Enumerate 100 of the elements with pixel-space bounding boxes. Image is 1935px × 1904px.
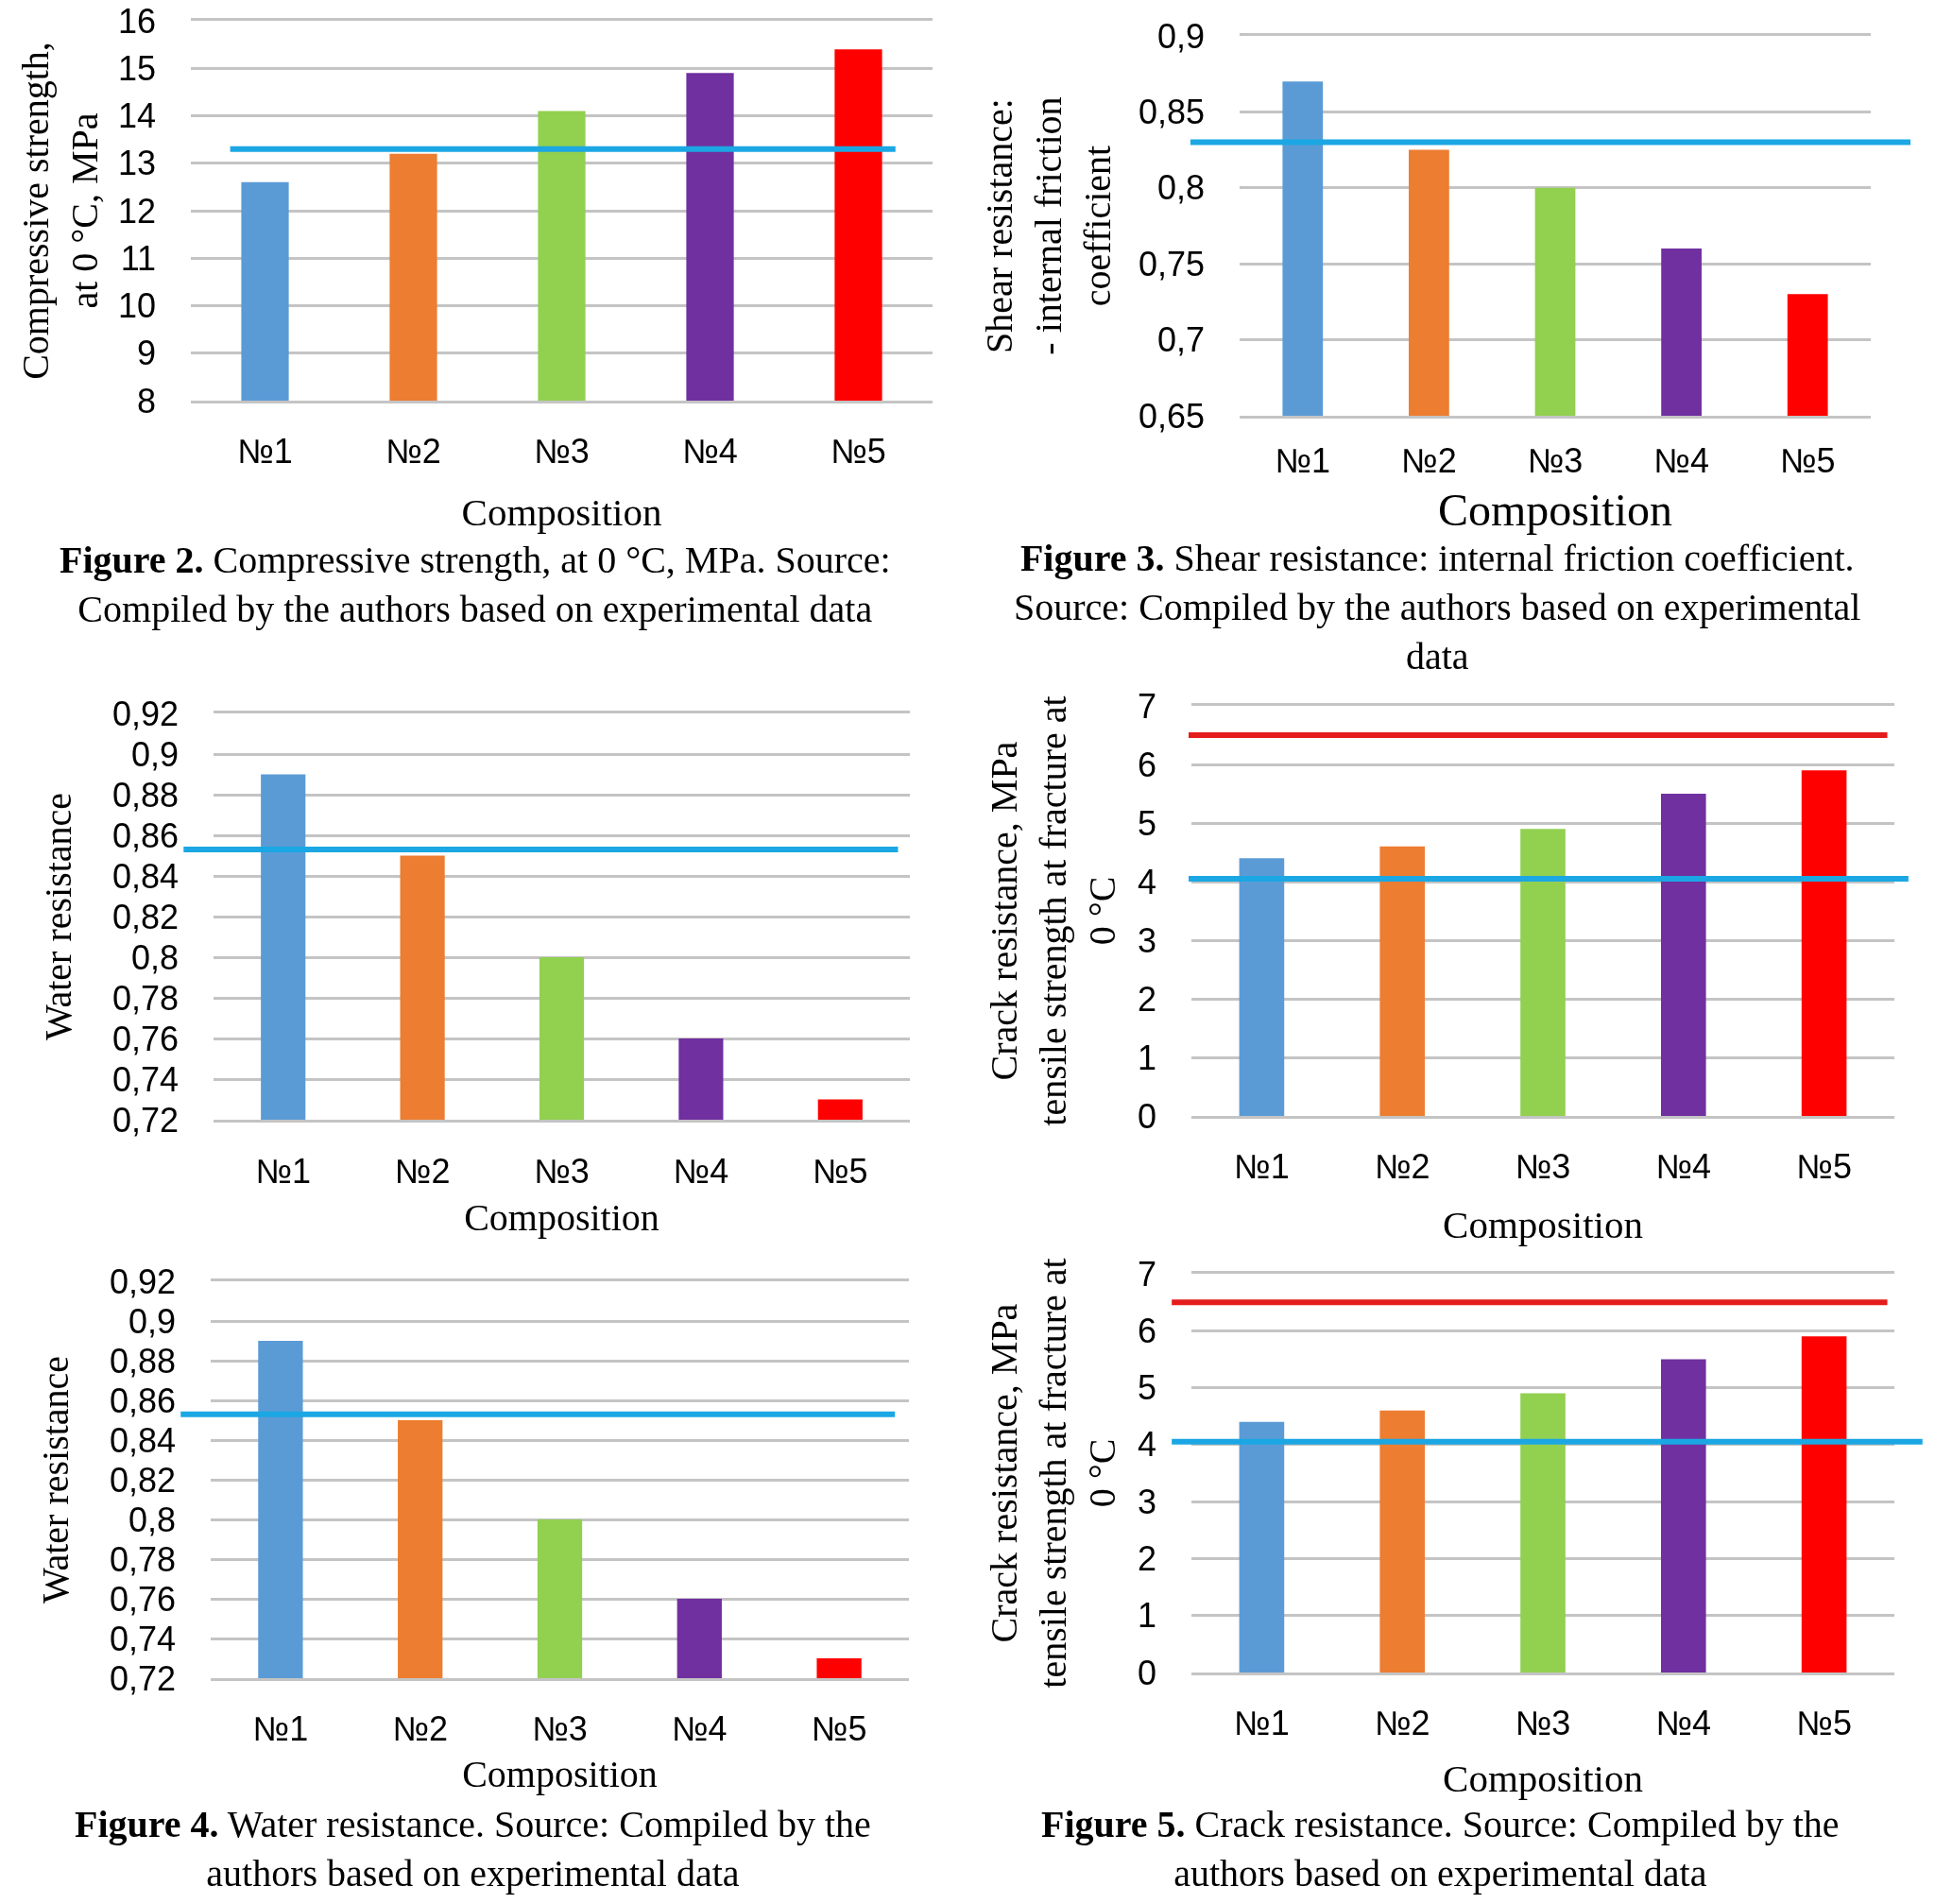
caption: Figure 4. Water resistance. Source: Compiled by the authors based on experimental data	[75, 1803, 871, 1895]
bar	[1660, 1359, 1706, 1672]
x-tick-label: №3	[1515, 1704, 1571, 1743]
y-tick-label: 0,84	[109, 1420, 176, 1460]
y-tick-label: 0,78	[111, 978, 179, 1018]
y-tick-label: 0,7	[1156, 320, 1205, 360]
y-tick-label: 0,86	[111, 815, 179, 855]
y-tick-label: 4	[1137, 862, 1156, 901]
y-axis-title: Compressive strength, at 0 °C, MPa	[14, 42, 107, 380]
y-tick-label: 0,92	[111, 694, 179, 733]
x-axis-title: Composition	[464, 1195, 659, 1239]
y-tick-label: 5	[1137, 803, 1156, 843]
bar	[1660, 794, 1706, 1116]
y-tick-label: 0,88	[109, 1341, 176, 1381]
x-tick-label: №5	[812, 1152, 868, 1192]
y-tick-label: 0	[1137, 1096, 1156, 1136]
y-tick-label: 0,88	[111, 775, 179, 815]
x-axis-title: Composition	[462, 1752, 658, 1795]
x-tick-label: №4	[682, 432, 738, 472]
y-tick-label: 0	[1137, 1653, 1156, 1692]
y-tick-label: 0,8	[1156, 168, 1205, 208]
x-tick-label: №5	[1779, 441, 1836, 481]
y-tick-label: 0,76	[109, 1579, 176, 1619]
y-tick-label: 2	[1137, 979, 1156, 1019]
x-tick-label: №5	[831, 432, 886, 472]
y-tick-label: 0,74	[111, 1059, 179, 1099]
y-tick-label: 13	[117, 144, 156, 183]
y-tick-label: 10	[117, 286, 156, 326]
y-tick-label: 12	[117, 191, 156, 231]
y-tick-label: 5	[1137, 1368, 1156, 1408]
y-tick-label: 3	[1137, 920, 1156, 960]
y-tick-label: 0,75	[1138, 244, 1205, 283]
x-tick-label: №1	[1234, 1704, 1290, 1743]
y-tick-label: 1	[1137, 1596, 1156, 1636]
y-tick-label: 16	[117, 1, 156, 41]
y-axis-title: Shear resistance: - internal friction coefficient	[978, 96, 1120, 355]
y-tick-label: 0,72	[109, 1658, 176, 1698]
y-axis-title: Water resistance	[37, 792, 80, 1041]
x-tick-label: №1	[255, 1152, 312, 1192]
x-tick-label: №4	[1655, 1704, 1712, 1743]
y-tick-label: 11	[120, 238, 156, 278]
y-tick-label: 6	[1137, 745, 1156, 784]
x-tick-label: №3	[1527, 441, 1584, 481]
y-tick-label: 0,8	[128, 1500, 176, 1539]
x-tick-label: №5	[811, 1709, 867, 1749]
bar	[1379, 1410, 1426, 1672]
y-tick-label: 0,92	[109, 1261, 176, 1301]
y-tick-label: 0,76	[111, 1019, 179, 1058]
y-tick-label: 0,78	[109, 1539, 176, 1579]
bar	[1239, 1421, 1285, 1672]
x-tick-label: №2	[1374, 1147, 1430, 1187]
y-tick-label: 7	[1137, 1254, 1156, 1294]
x-tick-label: №3	[534, 432, 590, 472]
y-tick-label: 9	[136, 334, 156, 373]
x-tick-label: №3	[1515, 1147, 1571, 1187]
bar	[1801, 1336, 1847, 1672]
y-tick-label: 0,82	[109, 1460, 176, 1500]
bar	[1801, 770, 1847, 1116]
y-tick-label: 6	[1137, 1311, 1156, 1350]
x-axis-title: Composition	[1443, 1203, 1643, 1247]
x-axis-title: Composition	[1443, 1757, 1643, 1801]
x-tick-label: №5	[1796, 1704, 1852, 1743]
y-tick-label: 0,9	[128, 1301, 176, 1341]
y-axis-title: Crack resistance, MPa tensile strength at fracture at 0 °C	[983, 695, 1124, 1126]
x-tick-label: №1	[1275, 441, 1331, 481]
x-axis-title: Composition	[1437, 485, 1673, 536]
x-tick-label: №4	[1655, 1147, 1712, 1187]
x-tick-label: №3	[534, 1152, 590, 1192]
y-tick-label: 0,86	[109, 1381, 176, 1420]
x-axis-title: Composition	[461, 490, 662, 535]
y-tick-label: 0,9	[130, 734, 179, 774]
x-tick-label: №1	[237, 432, 293, 472]
x-tick-label: №4	[1653, 441, 1709, 481]
y-tick-label: 1	[1137, 1038, 1156, 1077]
x-tick-label: №1	[252, 1709, 309, 1749]
x-tick-label: №3	[532, 1709, 588, 1749]
y-tick-label: 4	[1137, 1425, 1156, 1465]
x-tick-label: №2	[385, 432, 441, 472]
bar	[1520, 1393, 1566, 1672]
caption: Figure 2. Compressive strength, at 0 °C, MPa. Source: Compiled by the authors based on experimental data	[60, 539, 891, 630]
x-tick-label: №2	[394, 1152, 451, 1192]
x-tick-label: №2	[392, 1709, 449, 1749]
x-tick-label: №2	[1374, 1704, 1430, 1743]
y-tick-label: 15	[117, 48, 156, 88]
bar	[1379, 846, 1426, 1116]
x-tick-label: №2	[1401, 441, 1457, 481]
x-tick-label: №4	[673, 1152, 729, 1192]
y-axis-title: Water resistance	[34, 1355, 77, 1604]
y-tick-label: 0,85	[1138, 93, 1205, 131]
y-tick-label: 8	[136, 381, 156, 420]
caption: Figure 5. Crack resistance. Source: Compiled by the authors based on experimental data	[1041, 1803, 1840, 1895]
bar	[1520, 829, 1566, 1116]
x-tick-label: №4	[671, 1709, 728, 1749]
y-tick-label: 0,65	[1138, 396, 1205, 436]
y-tick-label: 2	[1137, 1539, 1156, 1579]
y-tick-label: 0,8	[130, 937, 179, 977]
y-tick-label: 7	[1137, 686, 1156, 726]
x-tick-label: №5	[1796, 1147, 1852, 1187]
x-tick-label: №1	[1234, 1147, 1290, 1187]
y-tick-label: 0,82	[111, 897, 179, 936]
